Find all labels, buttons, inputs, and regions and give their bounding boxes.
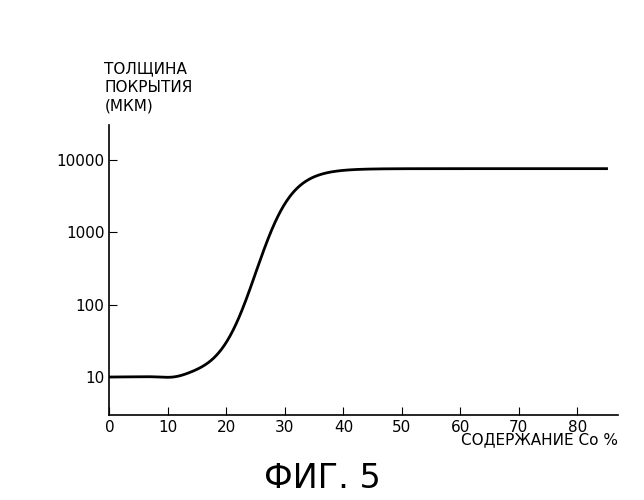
Text: СОДЕРЖАНИЕ Co %: СОДЕРЖАНИЕ Co % [461, 432, 618, 448]
Text: ТОЛЩИНА
ПОКРЫТИЯ
(МКМ): ТОЛЩИНА ПОКРЫТИЯ (МКМ) [104, 61, 193, 114]
Text: ФИГ. 5: ФИГ. 5 [263, 462, 381, 495]
